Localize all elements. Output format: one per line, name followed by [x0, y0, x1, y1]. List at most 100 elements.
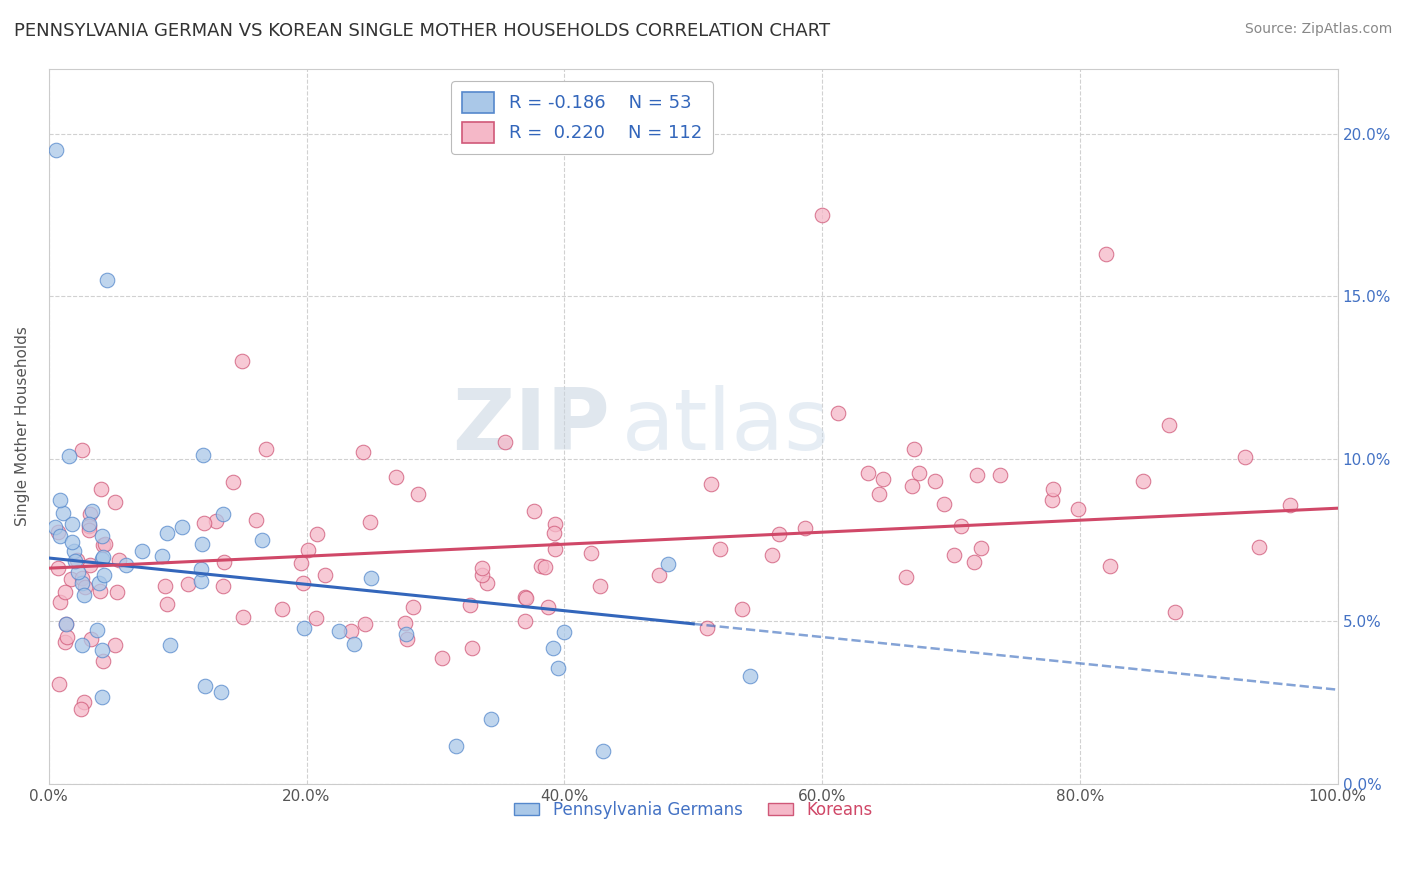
Point — [114, 558, 136, 573]
Text: ZIP: ZIP — [451, 384, 609, 467]
Point — [70, 702, 93, 716]
Point — [1099, 559, 1122, 574]
Point — [55, 617, 77, 632]
Text: PENNSYLVANIA GERMAN VS KOREAN SINGLE MOTHER HOUSEHOLDS CORRELATION CHART: PENNSYLVANIA GERMAN VS KOREAN SINGLE MOT… — [14, 22, 830, 40]
Point — [471, 568, 494, 582]
Point — [91, 654, 114, 668]
Point — [340, 624, 363, 639]
Point — [70, 571, 93, 585]
Point — [1278, 499, 1301, 513]
Point — [80, 504, 103, 518]
Point — [87, 575, 110, 590]
Point — [191, 537, 214, 551]
Point — [761, 548, 783, 562]
Point — [856, 466, 879, 480]
Point — [212, 507, 235, 521]
Point — [48, 677, 70, 691]
Point — [709, 542, 731, 557]
Point — [77, 523, 100, 537]
Point — [970, 541, 993, 555]
Point — [515, 590, 537, 604]
Point — [70, 575, 93, 590]
Point — [292, 622, 315, 636]
Point — [396, 632, 419, 646]
Point — [544, 517, 567, 532]
Point — [177, 577, 200, 591]
Point — [1249, 541, 1271, 555]
Point — [60, 534, 83, 549]
Point — [153, 579, 176, 593]
Point — [811, 208, 834, 222]
Point — [343, 637, 366, 651]
Point — [963, 555, 986, 569]
Point — [193, 516, 215, 531]
Point — [1164, 605, 1187, 619]
Point — [1040, 492, 1063, 507]
Point — [868, 487, 890, 501]
Point — [222, 475, 245, 490]
Point — [305, 611, 328, 625]
Point — [536, 599, 558, 614]
Point — [79, 507, 101, 521]
Point — [72, 588, 94, 602]
Point — [103, 638, 125, 652]
Point — [254, 442, 277, 456]
Text: atlas: atlas — [623, 384, 831, 467]
Point — [91, 538, 114, 552]
Point — [212, 555, 235, 569]
Point — [1157, 417, 1180, 432]
Point — [89, 584, 111, 599]
Point — [90, 482, 112, 496]
Point — [44, 520, 66, 534]
Point — [91, 551, 114, 566]
Point — [80, 632, 103, 646]
Point — [934, 497, 956, 511]
Point — [56, 630, 79, 644]
Point — [194, 679, 217, 693]
Point — [290, 556, 312, 570]
Point — [190, 562, 212, 576]
Point — [432, 651, 454, 665]
Point — [1042, 482, 1064, 496]
Point — [553, 625, 575, 640]
Point — [657, 557, 679, 571]
Point — [353, 617, 375, 632]
Point — [105, 584, 128, 599]
Point — [75, 580, 97, 594]
Point — [156, 525, 179, 540]
Point — [458, 598, 481, 612]
Point — [104, 495, 127, 509]
Point — [191, 448, 214, 462]
Point — [475, 576, 498, 591]
Point — [96, 273, 118, 287]
Point — [70, 442, 93, 457]
Point — [793, 521, 815, 535]
Point — [1234, 450, 1257, 465]
Point — [70, 639, 93, 653]
Point — [86, 623, 108, 637]
Point — [49, 493, 72, 508]
Point — [534, 560, 557, 574]
Point — [359, 515, 381, 529]
Point — [461, 641, 484, 656]
Point — [108, 552, 131, 566]
Point — [827, 406, 849, 420]
Point — [444, 739, 467, 753]
Point — [46, 524, 69, 539]
Point — [90, 643, 112, 657]
Point — [408, 487, 430, 501]
Point — [402, 600, 425, 615]
Point — [53, 635, 76, 649]
Point — [58, 449, 80, 463]
Point — [156, 597, 179, 611]
Point — [966, 467, 988, 482]
Point — [93, 537, 115, 551]
Point — [63, 544, 86, 558]
Point — [159, 639, 181, 653]
Point — [943, 548, 966, 562]
Point — [150, 549, 173, 564]
Point — [515, 614, 537, 628]
Point — [209, 685, 232, 699]
Point — [949, 519, 972, 533]
Point — [696, 621, 718, 635]
